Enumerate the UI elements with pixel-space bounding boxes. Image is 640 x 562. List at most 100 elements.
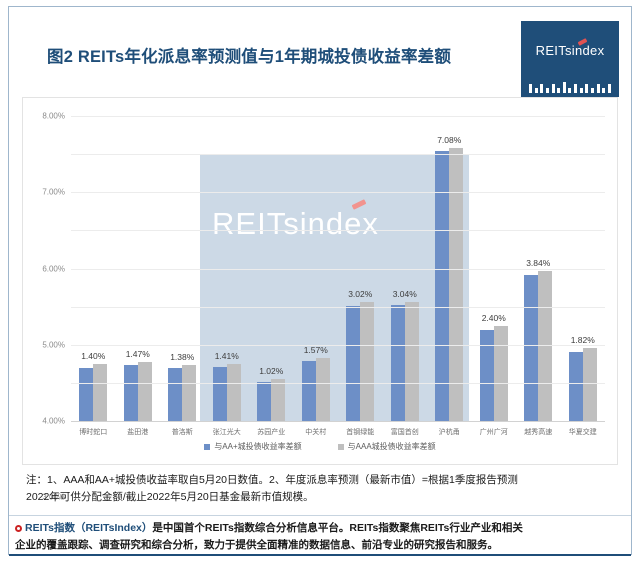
ruler-tick xyxy=(551,84,555,93)
note-line-2: 2022年可供分配金额/截止2022年5月20日基金最新市值规模。 xyxy=(26,491,314,503)
legend-item[interactable]: 与AA+城投债收益率差额 xyxy=(204,441,302,452)
bar-value-label: 1.82% xyxy=(570,335,595,346)
bar-value-label: 3.02% xyxy=(348,289,373,300)
legend-label: 与AA+城投债收益率差额 xyxy=(214,442,302,451)
x-axis-tick-label: 盐田港 xyxy=(127,429,149,436)
promo-line-1-rest: 是中国首个REITs指数综合分析信息平台。REITs指数聚焦REITs行业产业和… xyxy=(152,522,523,534)
ruler-tick xyxy=(607,84,611,93)
x-axis-tick-label: 张江光大 xyxy=(212,429,241,436)
y-axis-tick-label: 5.00% xyxy=(42,340,65,350)
bar-pair xyxy=(249,116,294,421)
bar-pair xyxy=(561,116,606,421)
y-axis-tick-label: 6.00% xyxy=(42,264,65,273)
page-title: 图2 REITs年化派息率预测值与1年期城投债收益率差额 xyxy=(47,48,452,66)
gridline: 3.00% xyxy=(42,306,605,502)
bar-pair xyxy=(338,116,383,421)
bar-value-label: 2.40% xyxy=(481,313,506,324)
bar-value-label: 1.40% xyxy=(81,351,106,362)
bar-series-aaa xyxy=(538,271,553,421)
bar-series-aa xyxy=(257,382,272,421)
bar-series-aa xyxy=(568,351,583,421)
bar-series-aa xyxy=(301,361,316,421)
footer-rule xyxy=(9,554,631,556)
bar-group: 1.40% 博时蛇口 xyxy=(71,116,116,436)
bar-series-aaa xyxy=(137,361,152,421)
bar-group: 3.02% 首钢绿能 xyxy=(338,116,383,436)
y-axis-tick-label: 4.00% xyxy=(42,416,65,426)
chart-note: 注：1、AAA和AA+城投债收益率取自5月20日数值。2、年度派息率预测（最新市… xyxy=(26,472,616,506)
bar-series-aaa xyxy=(493,326,508,421)
bars-layer: 1.40% 博时蛇口 1.47% 盐田港 1.38% 普洛斯 1.41% 张江光大 1.02% 苏… xyxy=(71,116,606,436)
bar-series-aa xyxy=(435,151,450,421)
bar-series-aa xyxy=(390,305,405,421)
bar-value-label: 1.47% xyxy=(125,348,150,359)
promo-line-1: REITs指数（REITsIndex）是中国首个REITs指数综合分析信息平台。… xyxy=(15,520,625,537)
legend-label: 与AAA城投债收益率差额 xyxy=(347,442,436,451)
bar-pair xyxy=(294,116,339,421)
bar-value-label: 3.04% xyxy=(392,288,417,299)
bar-value-label: 7.08% xyxy=(437,134,462,145)
bar-value-label: 1.57% xyxy=(303,344,328,355)
bar-group: 2.40% 广州广河 xyxy=(472,116,517,436)
bar-group: 1.57% 中关村 xyxy=(294,116,339,436)
bar-pair xyxy=(383,116,428,421)
logo-label: REITsindex xyxy=(535,43,605,58)
bar-group: 1.47% 盐田港 xyxy=(116,116,161,436)
ruler-bars-icon xyxy=(529,80,611,93)
x-axis-tick-label: 博时蛇口 xyxy=(79,429,108,436)
bar-series-aaa xyxy=(315,357,330,421)
bar-pair xyxy=(427,116,472,421)
ruler-tick xyxy=(562,82,566,93)
x-axis-tick-label: 首钢绿能 xyxy=(346,429,375,436)
bar-group: 1.38% 普洛斯 xyxy=(160,116,205,436)
gridline: 7.00% xyxy=(42,154,605,197)
bar-pair xyxy=(160,116,205,421)
x-axis-tick-label: 广州广河 xyxy=(479,429,508,436)
bar-value-label: 1.41% xyxy=(214,350,239,361)
bar-value-label: 1.02% xyxy=(259,365,284,376)
gridline: 6.00% xyxy=(42,192,605,273)
bar-series-aa xyxy=(524,274,539,421)
ruler-tick xyxy=(568,88,572,93)
gridline: 4.00% xyxy=(42,268,605,426)
bar-value-label: 1.38% xyxy=(170,352,195,363)
legend-item[interactable]: 与AAA城投债收益率差额 xyxy=(337,441,436,452)
gridline: 0.00% xyxy=(71,421,605,422)
x-axis-tick-label: 华夏交建 xyxy=(568,429,597,436)
reitsindex-logo: REITsindex xyxy=(521,21,619,97)
bar-series-aa xyxy=(123,364,138,421)
bar-series-aaa xyxy=(226,363,241,421)
x-axis-tick-label: 越秀高速 xyxy=(524,429,553,436)
bar-pair xyxy=(71,116,116,421)
bar-series-aaa xyxy=(449,147,464,421)
bar-series-aaa xyxy=(404,301,419,421)
ruler-tick xyxy=(529,84,532,93)
ruler-tick xyxy=(545,88,549,93)
bar-series-aaa xyxy=(182,365,197,421)
note-line-1: 注：1、AAA和AA+城投债收益率取自5月20日数值。2、年度派息率预测（最新市… xyxy=(26,474,518,486)
bar-group: 3.04% 富国首创 xyxy=(383,116,428,436)
x-axis-tick-label: 中关村 xyxy=(305,429,327,436)
bar-series-aa xyxy=(346,305,361,421)
ruler-tick xyxy=(557,88,561,93)
gridline: 1.00% xyxy=(71,382,605,384)
ruler-tick xyxy=(574,84,578,93)
gridline: 2.00% xyxy=(71,344,605,346)
gridline: 8.00% xyxy=(42,112,605,121)
bar-group: 1.02% 苏园产业 xyxy=(249,116,294,436)
x-axis-tick-label: 苏园产业 xyxy=(257,429,286,436)
bar-series-aaa xyxy=(360,302,375,421)
promo-footer: REITs指数（REITsIndex）是中国首个REITs指数综合分析信息平台。… xyxy=(9,515,631,555)
x-axis-tick-label: 沪杭甬 xyxy=(438,429,460,436)
ruler-tick xyxy=(579,88,583,93)
chart-panel: REITsindex 1.40% 博时蛇口 1.47% 盐田港 1.38% 普洛斯 1.41… xyxy=(22,97,618,502)
ruler-tick xyxy=(540,84,544,93)
bar-series-aa xyxy=(212,367,227,421)
watermark-text: REITsindex xyxy=(212,206,379,242)
bar-pair xyxy=(205,116,250,421)
bar-group: 1.41% 张江光大 xyxy=(205,116,250,436)
bar-group: 1.82% 华夏交建 xyxy=(561,116,606,436)
bar-group: 7.08% 沪杭甬 xyxy=(427,116,472,436)
x-axis-tick-label: 普洛斯 xyxy=(171,429,193,436)
bar-pair xyxy=(116,116,161,421)
